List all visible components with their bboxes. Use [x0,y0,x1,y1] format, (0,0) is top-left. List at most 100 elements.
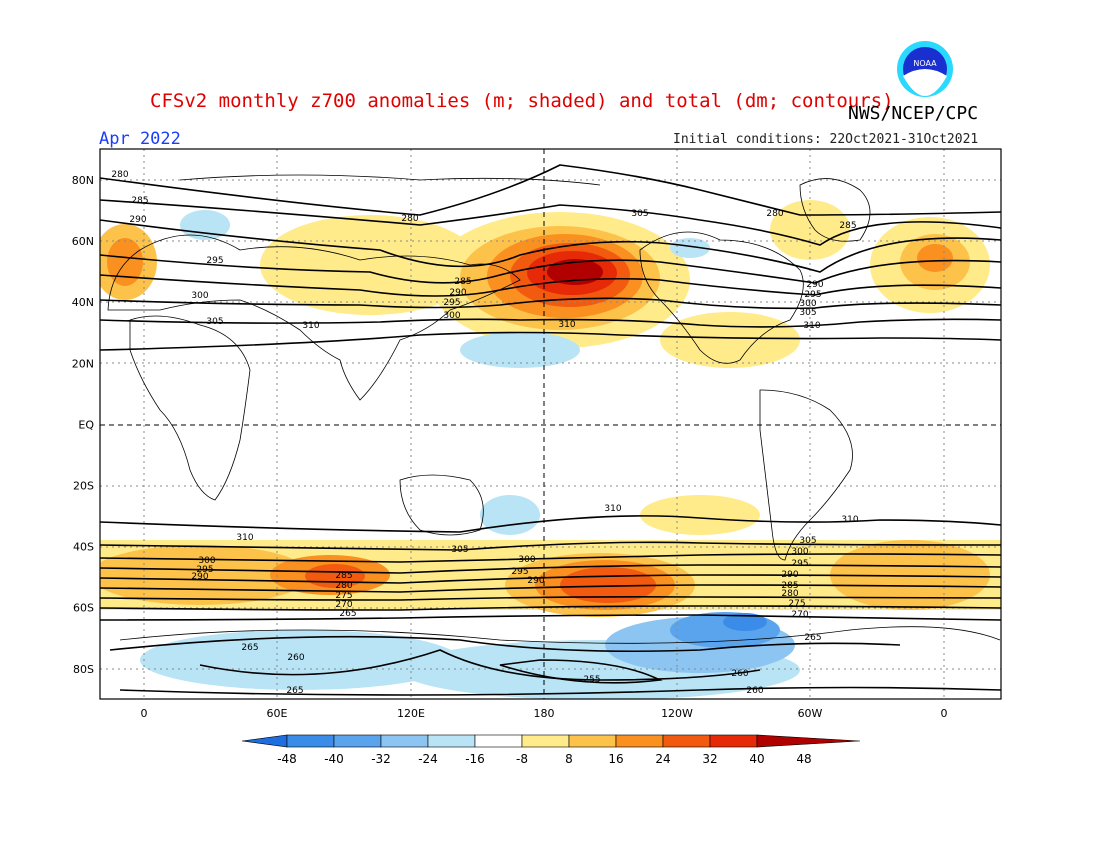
colorbar: -48 -40 -32 -24 -16 -8 8 16 24 32 40 48 [241,734,861,766]
contour-label: 290 [806,280,823,290]
contour-label: 300 [198,556,215,566]
coastlines [107,174,1001,644]
contour-label: 310 [841,515,858,525]
lon-label: 0 [141,707,148,720]
contour-label: 290 [449,288,466,298]
lat-label: 40S [73,541,94,554]
chart-title: CFSv2 monthly z700 anomalies (m; shaded)… [150,90,894,112]
lat-label: 40N [72,296,94,309]
contour-label: 300 [791,547,808,557]
colorbar-swatch [615,734,664,748]
contour-label: 280 [335,581,352,591]
colorbar-swatch [521,734,570,748]
colorbar-swatch [427,734,476,748]
colorbar-swatch [286,734,335,748]
lat-label: 80S [73,663,94,676]
contour-label: 295 [511,567,528,577]
colorbar-swatch [333,734,382,748]
colorbar-label: -8 [516,752,528,766]
contour-label: 305 [451,545,468,555]
contour-label: 265 [286,686,303,696]
contour-label: 295 [791,559,808,569]
contour-label: 300 [191,291,208,301]
colorbar-label: 40 [749,752,764,766]
logo-text: NOAA [913,59,937,68]
contour-label: 295 [804,290,821,300]
contour-label: 285 [454,277,471,287]
graticule [100,149,1001,699]
colorbar-swatch [380,734,429,748]
colorbar-label: -16 [465,752,485,766]
contour-label: 260 [746,686,763,696]
latitude-labels: 80N 60N 40N 20N EQ 20S 40S 60S 80S [72,174,95,676]
lon-label: 120E [397,707,425,720]
contour-label: 285 [839,221,856,231]
colorbar-label: -48 [277,752,297,766]
colorbar-label: 48 [796,752,811,766]
contour-label: 285 [131,196,148,206]
lon-label: 60W [798,707,823,720]
contour-label: 260 [287,653,304,663]
contour-label: 290 [191,572,208,582]
contour-label: 305 [206,317,223,327]
anomaly-shading [100,149,1001,699]
contour-label: 275 [335,591,352,601]
contour-label: 290 [129,215,146,225]
lat-label: 60S [73,602,94,615]
contour-label: 300 [443,311,460,321]
contour-label: 280 [766,209,783,219]
contour-label: 300 [799,299,816,309]
longitude-labels: 0 60E 120E 180 120W 60W 0 [141,707,948,720]
contour-label: 310 [803,321,820,331]
contour-label: 275 [788,599,805,609]
contour-label: 270 [791,610,808,620]
contour-label: 270 [335,600,352,610]
lat-label: 20S [73,480,94,493]
lon-label: 120W [661,707,693,720]
colorbar-label: 32 [702,752,717,766]
colorbar-swatch [662,734,711,748]
colorbar-label: 8 [565,752,573,766]
contour-label: 300 [518,555,535,565]
lat-label: EQ [78,418,94,431]
forecast-month: Apr 2022 [99,129,181,149]
lon-label: 180 [534,707,555,720]
agency-label: NWS/NCEP/CPC [848,103,979,124]
contour-label: 285 [335,571,352,581]
contour-label: 265 [241,643,258,653]
colorbar-arrow-right [756,734,861,748]
map-frame [99,148,1002,700]
contour-label: 265 [339,609,356,619]
contour-label: 295 [196,565,213,575]
colorbar-label: 24 [655,752,670,766]
contour-label: 280 [401,214,418,224]
lat-label: 80N [72,174,94,187]
contour-label: 310 [236,533,253,543]
contour-label: 295 [206,256,223,266]
contour-label: 305 [631,209,648,219]
colorbar-label: -32 [371,752,391,766]
contour-label: 280 [781,589,798,599]
lon-label: 0 [941,707,948,720]
contour-label: 310 [604,504,621,514]
colorbar-swatch [568,734,617,748]
contour-label: 255 [583,675,600,685]
contour-label: 290 [527,576,544,586]
colorbar-label: 16 [608,752,623,766]
contour-label: 285 [781,581,798,591]
colorbar-label: -24 [418,752,438,766]
contour-label: 295 [443,298,460,308]
contour-label: 310 [302,321,319,331]
contour-label: 260 [731,669,748,679]
colorbar-arrow-left [241,734,288,748]
contour-label: 280 [111,170,128,180]
height-contours [100,164,1001,696]
colorbar-label: -40 [324,752,344,766]
lon-label: 60E [267,707,288,720]
noaa-logo: NOAA [897,41,953,97]
lat-label: 60N [72,235,94,248]
contour-label: 305 [799,536,816,546]
contour-label: 305 [799,308,816,318]
